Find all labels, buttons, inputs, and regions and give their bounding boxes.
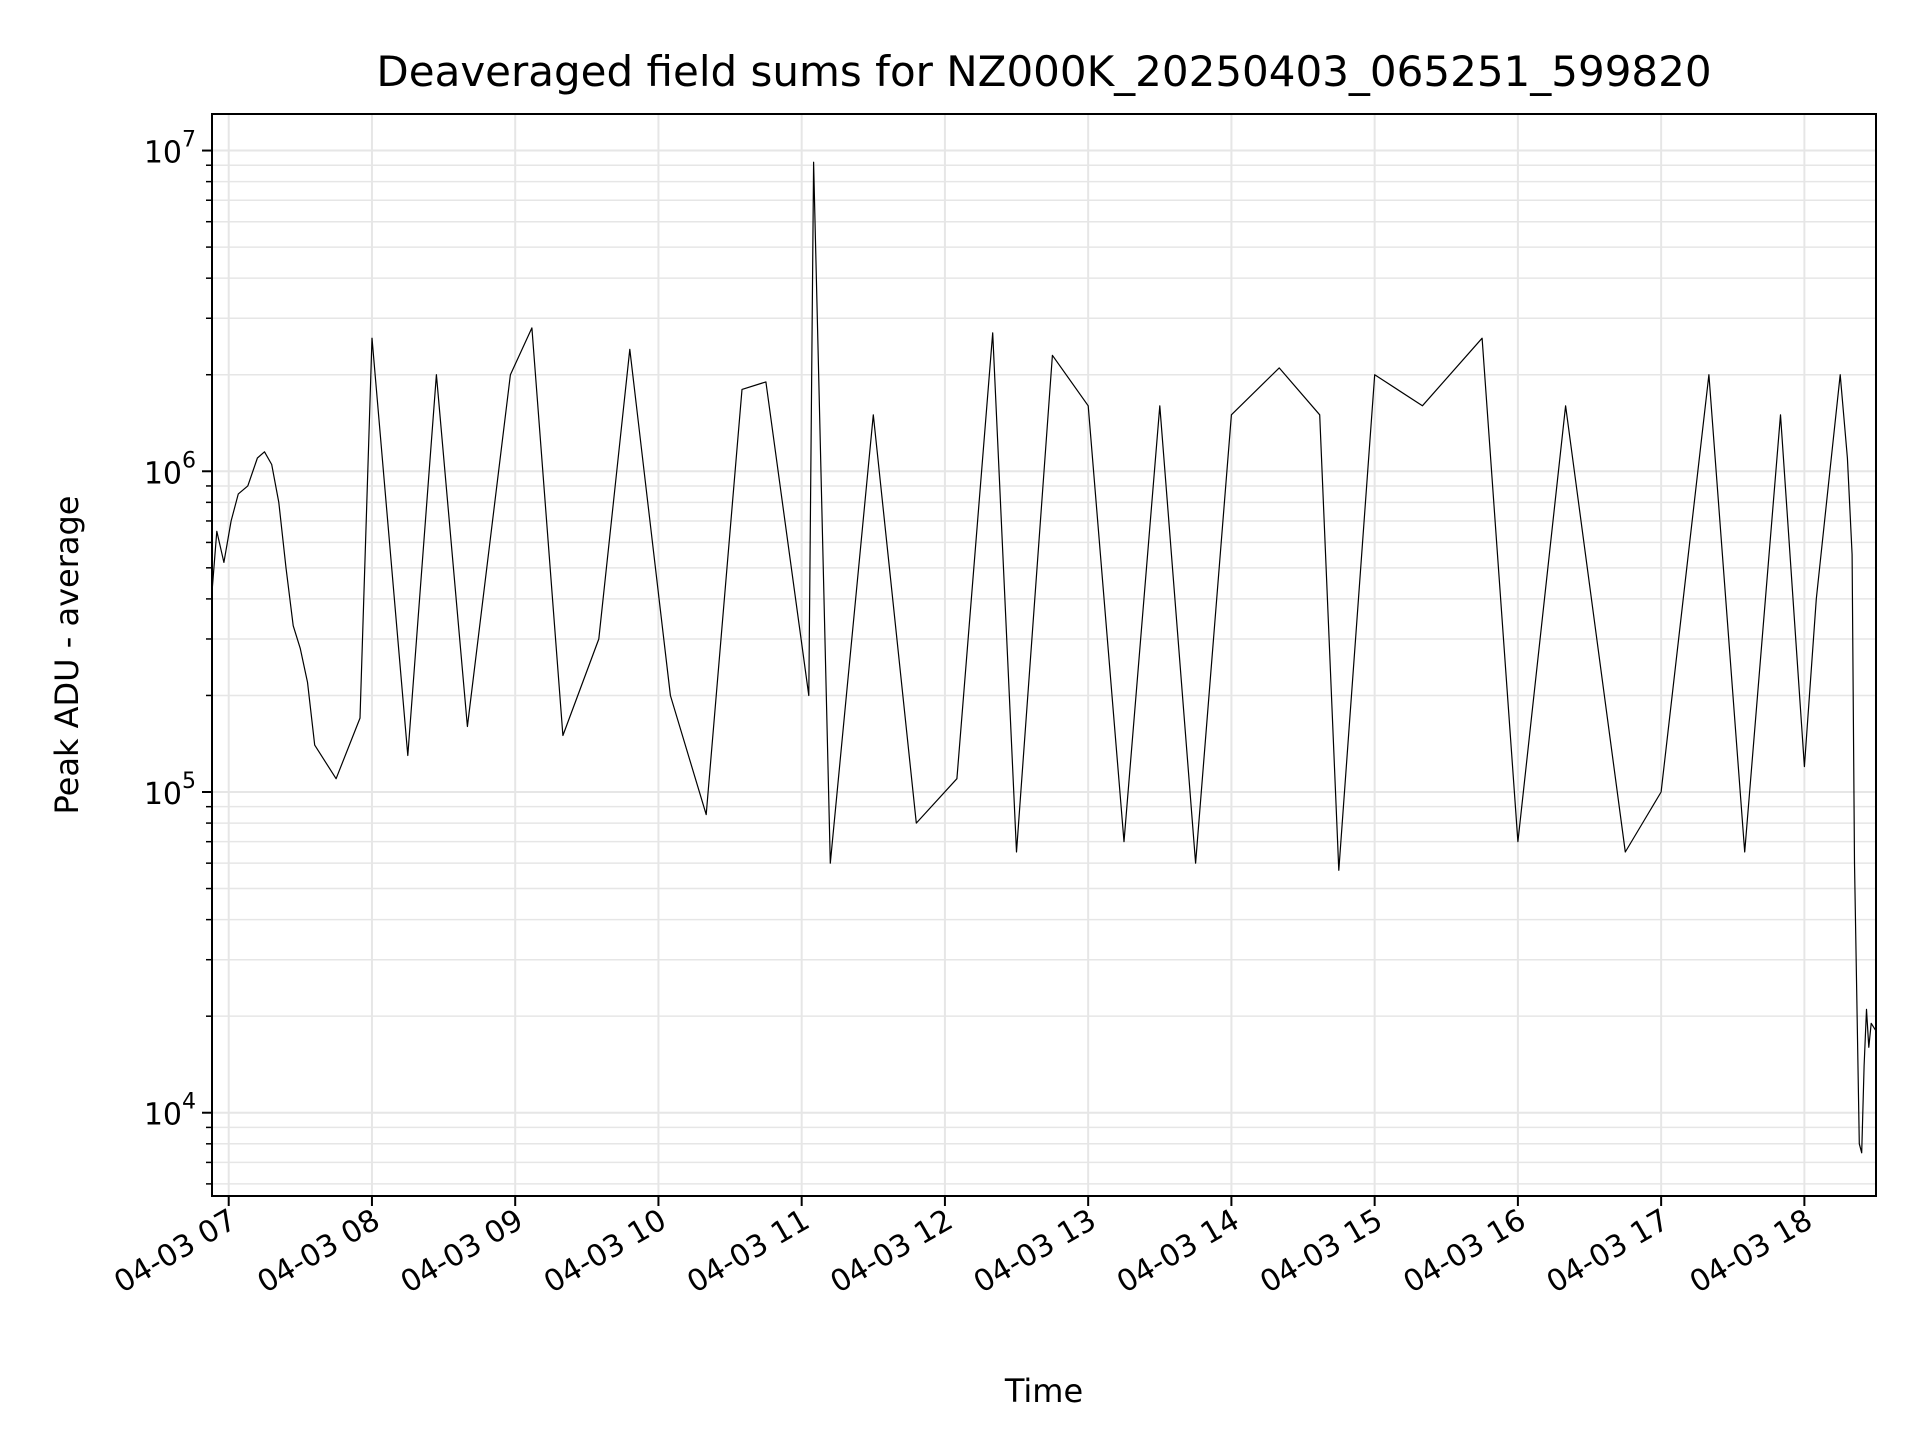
y-axis: 104 105 106 107 bbox=[144, 128, 212, 1185]
y-tick-label: 107 bbox=[144, 128, 196, 171]
chart-title: Deaveraged field sums for NZ000K_2025040… bbox=[376, 47, 1711, 96]
minor-grid bbox=[212, 164, 1876, 1185]
y-axis-label: Peak ADU - average bbox=[48, 496, 86, 815]
x-axis-label: Time bbox=[1004, 1372, 1083, 1410]
y-tick-label: 105 bbox=[144, 769, 196, 812]
y-tick-label: 104 bbox=[144, 1090, 196, 1133]
plot-frame bbox=[211, 113, 1877, 1197]
y-tick-label: 106 bbox=[144, 448, 196, 491]
series-line bbox=[211, 161, 1877, 1154]
